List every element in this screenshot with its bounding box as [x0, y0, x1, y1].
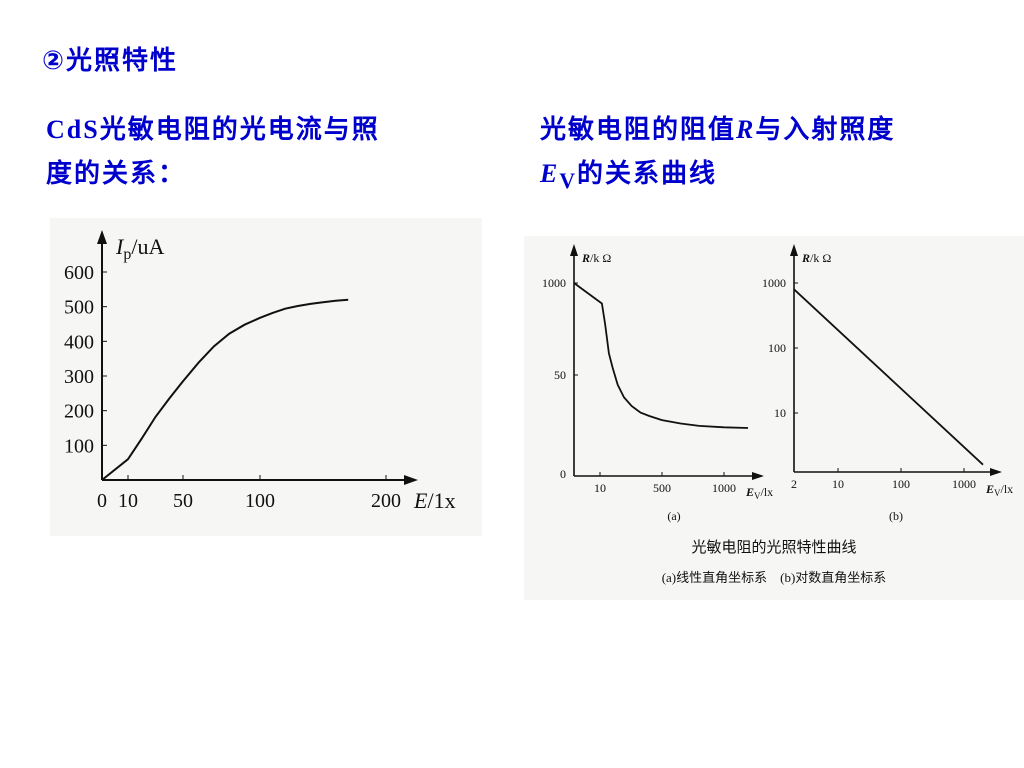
a-xtick-label: 1000	[712, 481, 736, 495]
a-ytick-label: 1000	[542, 276, 566, 290]
b-y-axis-label: R/k Ω	[801, 251, 831, 265]
x-axis-label: E/1x	[413, 488, 456, 513]
figure-title: 光敏电阻的光照特性曲线	[691, 539, 856, 556]
left-xtick-label: 0	[97, 490, 107, 512]
left-ytick-label: 300	[64, 366, 94, 388]
left-xtick-label: 10	[118, 490, 138, 512]
figure-subtitle: (a)线性直角坐标系 (b)对数直角坐标系	[662, 570, 887, 585]
panel-a-label: (a)	[667, 509, 680, 523]
left-xtick-label: 100	[245, 490, 275, 512]
panel-b-label: (b)	[889, 509, 903, 523]
b-ytick-label: 100	[768, 341, 786, 355]
b-y-axis-arrow	[790, 244, 798, 256]
chart-right: R/k Ω EV/lx 1000 50 0 10 500 1000 (a) R/…	[542, 244, 1013, 585]
b-ytick-label: 1000	[762, 276, 786, 290]
a-xtick-label: 500	[653, 481, 671, 495]
slide-heading: ②光照特性	[42, 46, 179, 76]
y-axis-label: Ip/uA	[115, 234, 164, 263]
left-caption-line2: 度的关系：	[46, 159, 187, 189]
a-xtick-label: 10	[594, 481, 606, 495]
a-ytick-label: 0	[560, 467, 566, 481]
chart-left-panel: Ip/uA E/1x 600 500 400 300 200 100 0 10 50 100 20…	[50, 218, 482, 536]
b-xtick-label: 1000	[952, 477, 976, 491]
right-caption-line1: 光敏电阻的阻值R与入射照度	[540, 108, 990, 152]
b-xtick-label: 2	[791, 477, 797, 491]
left-ytick-label: 500	[64, 297, 94, 319]
cds-label: CdS	[46, 115, 100, 144]
b-xtick-label: 10	[832, 477, 844, 491]
x-axis-arrow	[404, 475, 418, 485]
left-ytick-label: 100	[64, 435, 94, 457]
left-caption: CdS光敏电阻的光电流与照 度的关系：	[46, 108, 466, 196]
b-x-axis-label: EV/lx	[985, 482, 1013, 498]
b-xtick-label: 100	[892, 477, 910, 491]
b-ytick-label: 10	[774, 406, 786, 420]
right-caption-line2: EV的关系曲线	[540, 152, 990, 203]
a-x-axis-arrow	[752, 472, 764, 480]
right-caption-e: E	[540, 159, 560, 188]
right-caption-r: R	[736, 115, 756, 144]
right-caption-line2-text: 的关系曲线	[576, 159, 717, 189]
resistance-curve-log	[793, 288, 984, 466]
right-caption-part-a: 光敏电阻的阻值	[540, 115, 737, 145]
right-caption-part-b: 与入射照度	[755, 115, 896, 145]
y-axis-arrow	[97, 230, 107, 244]
chart-right-panel: R/k Ω EV/lx 1000 50 0 10 500 1000 (a) R/…	[524, 236, 1024, 600]
left-caption-line1-text: 光敏电阻的光电流与照	[99, 115, 380, 145]
left-caption-line1: CdS光敏电阻的光电流与照	[46, 108, 466, 152]
b-x-axis-arrow	[990, 468, 1002, 476]
a-y-axis-arrow	[570, 244, 578, 256]
resistance-curve-linear	[573, 282, 749, 429]
left-xtick-label: 50	[173, 490, 193, 512]
right-caption-e-sub: V	[559, 169, 577, 194]
chart-left: Ip/uA E/1x 600 500 400 300 200 100 0 10 50 100 20…	[64, 230, 456, 513]
photocurrent-curve	[101, 298, 349, 481]
left-ytick-label: 400	[64, 331, 94, 353]
left-ytick-label: 200	[64, 401, 94, 423]
a-y-axis-label: R/k Ω	[581, 251, 611, 265]
right-caption: 光敏电阻的阻值R与入射照度 EV的关系曲线	[540, 108, 990, 203]
a-ytick-label: 50	[554, 368, 566, 382]
left-ytick-label: 600	[64, 262, 94, 284]
a-x-axis-label: EV/lx	[745, 485, 773, 501]
left-xtick-label: 200	[371, 490, 401, 512]
